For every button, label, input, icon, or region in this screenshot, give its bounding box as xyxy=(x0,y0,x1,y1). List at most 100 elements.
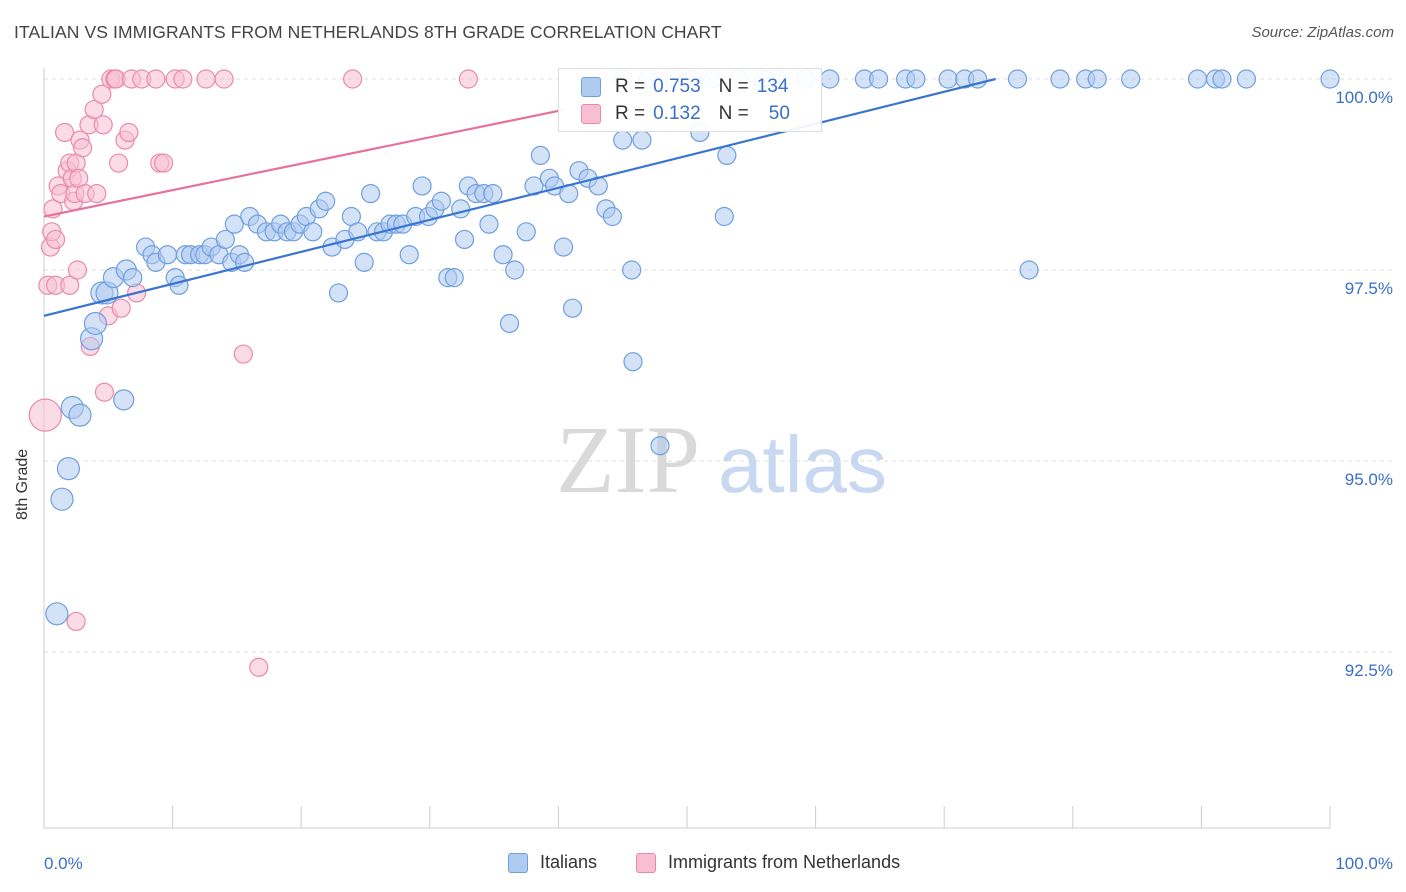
italians-point xyxy=(45,602,69,626)
italians-point xyxy=(622,260,642,280)
n-label: N = xyxy=(718,76,749,97)
italians-trend-line xyxy=(43,77,996,317)
netherlands-point xyxy=(72,138,93,158)
legend-swatch-netherlands xyxy=(636,852,656,873)
stats-legend: R = 0.753 N = 134 R = 0.132 N = 50 xyxy=(558,68,822,132)
n-value: 50 xyxy=(768,103,790,124)
netherlands-point xyxy=(111,298,131,318)
grid-lines xyxy=(44,78,1395,653)
italians-point xyxy=(1121,69,1141,89)
watermark-zip: ZIP xyxy=(556,406,700,513)
axes xyxy=(43,68,1331,829)
netherlands-point xyxy=(249,657,269,677)
netherlands-point xyxy=(196,69,216,89)
netherlands-point xyxy=(153,153,174,173)
italians-point xyxy=(361,184,381,204)
italians-point xyxy=(83,311,108,336)
italians-point xyxy=(316,191,336,211)
n-label: N = xyxy=(718,103,749,124)
netherlands-point xyxy=(173,69,193,89)
data-points xyxy=(28,69,1340,677)
netherlands-point xyxy=(66,611,86,632)
italians-point xyxy=(113,389,135,411)
italians-point xyxy=(613,130,633,150)
legend-swatch-netherlands xyxy=(581,104,601,124)
netherlands-point xyxy=(93,115,113,135)
italians-point xyxy=(650,436,670,456)
italians-point xyxy=(235,252,255,272)
netherlands-point xyxy=(54,122,75,143)
italians-point xyxy=(938,69,958,89)
italians-point xyxy=(505,260,525,280)
italians-point xyxy=(869,69,889,89)
italians-point xyxy=(906,69,926,89)
r-label: R = xyxy=(615,76,646,97)
italians-point xyxy=(157,245,178,265)
italians-point xyxy=(820,69,840,89)
netherlands-point xyxy=(28,398,62,432)
netherlands-point xyxy=(458,69,478,89)
italians-point xyxy=(328,283,349,303)
source-credit: Source: ZipAtlas.com xyxy=(1251,24,1394,41)
italians-point xyxy=(499,313,520,334)
netherlands-point xyxy=(214,69,234,89)
trend-lines xyxy=(43,77,996,317)
italians-point xyxy=(516,222,536,242)
legend-row-italians: R = 0.753 N = 134 xyxy=(581,75,788,99)
r-value: 0.753 xyxy=(653,76,701,97)
netherlands-point xyxy=(233,344,253,364)
italians-point xyxy=(454,229,475,250)
netherlands-point xyxy=(60,275,80,295)
r-label: R = xyxy=(615,103,646,124)
y-tick-label: 95.0% xyxy=(1345,470,1393,489)
y-tick-label: 92.5% xyxy=(1345,661,1393,680)
italians-point xyxy=(169,275,189,295)
italians-point xyxy=(1007,69,1028,89)
italians-point xyxy=(1212,69,1232,89)
netherlands-point xyxy=(119,122,139,143)
watermark-atlas: atlas xyxy=(718,420,887,509)
legend-item-netherlands[interactable]: Immigrants from Netherlands xyxy=(636,852,900,873)
netherlands-point xyxy=(84,99,104,120)
italians-point xyxy=(444,268,464,288)
netherlands-point xyxy=(92,84,112,104)
x-tick-label: 0.0% xyxy=(44,854,83,873)
netherlands-point xyxy=(67,260,88,280)
netherlands-point xyxy=(45,229,66,250)
italians-point xyxy=(717,145,737,165)
legend-label: Immigrants from Netherlands xyxy=(668,852,901,872)
italians-point xyxy=(1087,69,1107,89)
italians-point xyxy=(562,298,583,318)
italians-point xyxy=(123,268,143,288)
series-legend: Italians Immigrants from Netherlands xyxy=(0,852,1406,876)
italians-point xyxy=(493,245,513,265)
italians-point xyxy=(623,352,643,372)
n-value: 134 xyxy=(756,76,789,97)
italians-point xyxy=(1050,69,1070,89)
italians-point xyxy=(1187,69,1208,89)
y-tick-label: 97.5% xyxy=(1345,279,1393,298)
tick-labels: 100.0% 97.5% 95.0% 92.5% 0.0% 100.0% xyxy=(44,88,1393,873)
watermark: ZIP atlas xyxy=(556,406,887,513)
netherlands-point xyxy=(94,382,115,402)
italians-point xyxy=(632,130,652,150)
legend-row-netherlands: R = 0.132 N = 50 xyxy=(581,102,790,126)
italians-point xyxy=(431,191,451,211)
italians-point xyxy=(602,206,623,227)
legend-swatch-italians xyxy=(581,77,601,97)
legend-swatch-italians xyxy=(508,852,528,873)
legend-item-italians[interactable]: Italians xyxy=(508,852,597,873)
italians-point xyxy=(451,199,471,219)
chart-title: ITALIAN VS IMMIGRANTS FROM NETHERLANDS 8… xyxy=(14,22,722,42)
italians-point xyxy=(479,214,499,234)
italians-point xyxy=(714,206,734,227)
italians-point xyxy=(354,252,374,272)
italians-point xyxy=(399,245,419,265)
italians-point xyxy=(215,229,235,250)
italians-point xyxy=(303,222,323,242)
italians-point xyxy=(412,176,432,196)
italians-point xyxy=(1236,69,1257,89)
netherlands-point xyxy=(146,69,166,89)
y-tick-label: 100.0% xyxy=(1335,88,1393,107)
